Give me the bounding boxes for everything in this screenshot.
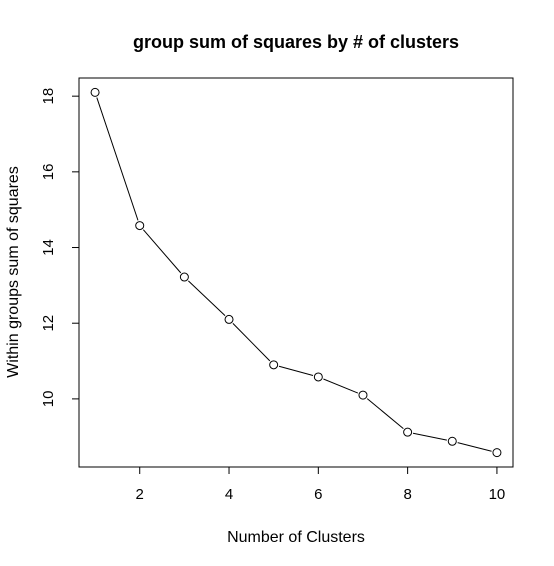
y-axis-label: Within groups sum of squares <box>5 166 22 378</box>
x-tick-label: 10 <box>489 486 506 503</box>
y-tick-label: 18 <box>40 88 57 105</box>
y-tick-label: 10 <box>40 391 57 408</box>
x-tick-label: 6 <box>314 486 322 503</box>
chart-title: group sum of squares by # of clusters <box>133 32 459 52</box>
data-point <box>179 272 189 282</box>
data-point <box>135 221 145 231</box>
x-tick-label: 2 <box>136 486 144 503</box>
x-tick-label: 4 <box>225 486 233 503</box>
x-axis: 2 4 6 8 10 <box>136 466 506 503</box>
plot-frame <box>78 77 514 468</box>
data-points <box>90 87 502 458</box>
y-tick-label: 14 <box>40 239 57 256</box>
y-tick-label: 12 <box>40 315 57 332</box>
x-tick-label: 8 <box>403 486 411 503</box>
data-point <box>403 427 413 437</box>
data-point <box>224 314 234 324</box>
data-point <box>90 87 100 97</box>
data-point <box>313 372 323 382</box>
y-tick-label: 16 <box>40 164 57 181</box>
series-line-segments <box>96 97 492 452</box>
data-point <box>358 390 368 400</box>
data-point <box>447 436 457 446</box>
y-axis: 10 12 14 16 18 <box>40 88 80 408</box>
data-point <box>492 448 502 458</box>
data-point <box>269 360 279 370</box>
x-axis-label: Number of Clusters <box>227 529 365 546</box>
